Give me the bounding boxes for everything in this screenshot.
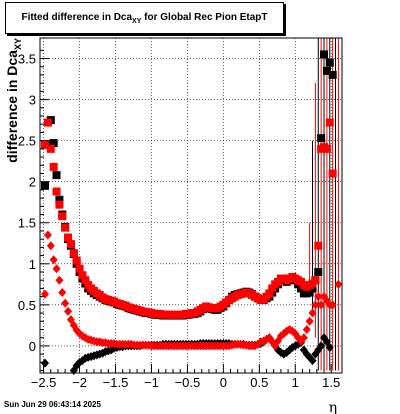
data-point-square bbox=[41, 140, 50, 149]
data-point-diamond bbox=[325, 343, 334, 353]
x-tick-label: −1 bbox=[144, 375, 159, 390]
data-point-square bbox=[75, 264, 84, 273]
data-point-square bbox=[49, 162, 58, 171]
data-point-square bbox=[328, 70, 337, 79]
data-point-diamond bbox=[41, 358, 50, 368]
data-point-square bbox=[52, 171, 61, 180]
data-point-square bbox=[268, 284, 277, 293]
data-point-square bbox=[325, 118, 334, 127]
data-point-square bbox=[64, 233, 73, 242]
data-point-diamond bbox=[52, 264, 61, 274]
data-point-diamond bbox=[55, 275, 64, 285]
data-point-diamond bbox=[46, 241, 55, 251]
data-point-square bbox=[43, 118, 52, 127]
data-point-diamond bbox=[317, 341, 326, 351]
data-point-square bbox=[58, 212, 67, 221]
data-point-diamond bbox=[43, 230, 52, 240]
data-point-diamond bbox=[311, 300, 320, 310]
data-point-square bbox=[78, 271, 87, 280]
data-point-square bbox=[55, 200, 64, 209]
data-point-square bbox=[314, 268, 323, 277]
y-tick-label: 2.5 bbox=[18, 134, 36, 149]
data-point-square bbox=[52, 187, 61, 196]
y-tick-label: 3.5 bbox=[18, 52, 36, 67]
y-tick-label: 0 bbox=[29, 339, 36, 354]
data-point-diamond bbox=[308, 356, 317, 366]
data-point-square bbox=[322, 66, 331, 75]
data-point-diamond bbox=[41, 289, 50, 299]
x-tick-label: 1.5 bbox=[322, 375, 340, 390]
data-point-square bbox=[49, 139, 58, 148]
data-point-square bbox=[322, 144, 331, 153]
data-point-square bbox=[81, 276, 90, 285]
x-tick-label: 0.5 bbox=[250, 375, 268, 390]
data-point-square bbox=[46, 144, 55, 153]
data-point-diamond bbox=[328, 300, 337, 310]
data-point-square bbox=[69, 249, 78, 258]
data-point-square bbox=[317, 134, 326, 143]
x-tick-label: −0.5 bbox=[175, 375, 201, 390]
y-tick-label: 2 bbox=[29, 175, 36, 190]
data-point-diamond bbox=[308, 308, 317, 318]
x-axis-label: η bbox=[329, 400, 337, 414]
data-point-diamond bbox=[58, 288, 67, 298]
data-point-diamond bbox=[305, 316, 314, 326]
data-point-diamond bbox=[302, 324, 311, 334]
data-point-square bbox=[61, 223, 70, 232]
data-point-square bbox=[265, 289, 274, 298]
chart-title: Fitted difference in DcaXY for Global Re… bbox=[21, 11, 268, 25]
y-tick-label: 1 bbox=[29, 257, 36, 272]
data-point-diamond bbox=[64, 306, 73, 316]
data-point-square bbox=[66, 240, 75, 249]
x-tick-label: −2 bbox=[72, 375, 87, 390]
data-point-square bbox=[305, 288, 314, 297]
data-point-square bbox=[314, 241, 323, 250]
data-point-diamond bbox=[314, 292, 323, 302]
data-point-square bbox=[311, 276, 320, 285]
x-tick-label: −1.5 bbox=[103, 375, 129, 390]
y-tick-label: 0.5 bbox=[18, 298, 36, 313]
y-tick-label: 3 bbox=[29, 93, 36, 108]
timestamp-footer: Sun Jun 29 06:43:14 2025 bbox=[4, 400, 101, 409]
data-point-diamond bbox=[61, 298, 70, 308]
data-point-square bbox=[72, 256, 81, 265]
y-axis-label-main: difference in Dca bbox=[4, 50, 20, 163]
plot-frame bbox=[39, 37, 343, 374]
data-point-square bbox=[325, 58, 334, 67]
data-point-diamond bbox=[334, 279, 343, 289]
y-tick-label: 1.5 bbox=[18, 216, 36, 231]
y-axis-label: difference in DcaXY bbox=[4, 38, 23, 163]
x-tick-label: 0 bbox=[220, 375, 227, 390]
data-point-square bbox=[320, 50, 329, 59]
data-point-square bbox=[55, 195, 64, 204]
x-tick-label: −2.5 bbox=[31, 375, 57, 390]
y-axis-label-sub: XY bbox=[13, 38, 23, 50]
chart-title-box: Fitted difference in DcaXY for Global Re… bbox=[5, 2, 284, 34]
data-point-square bbox=[41, 181, 50, 190]
x-tick-label: 1 bbox=[292, 375, 299, 390]
data-point-square bbox=[328, 169, 337, 178]
data-point-diamond bbox=[317, 300, 326, 310]
data-point-diamond bbox=[299, 333, 308, 343]
data-point-diamond bbox=[49, 255, 58, 265]
